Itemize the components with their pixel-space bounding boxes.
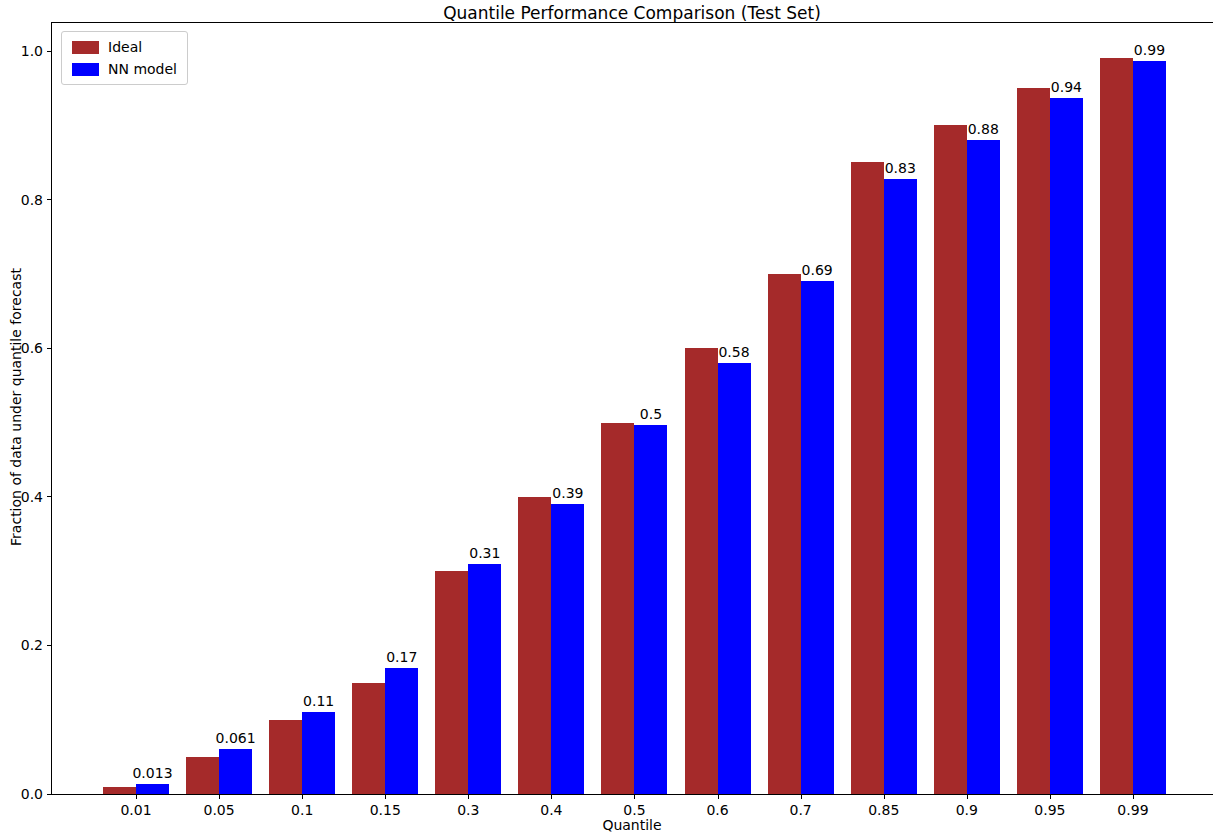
legend-label-nn-model: NN model — [108, 61, 177, 77]
x-tick-mark — [884, 795, 885, 799]
x-tick-mark — [1133, 795, 1134, 799]
x-tick-label: 0.95 — [1034, 802, 1065, 818]
bar-value-label: 0.83 — [885, 160, 916, 176]
x-tick-label: 0.01 — [120, 802, 151, 818]
plot-area: 0.00.20.40.60.81.0 0.010.050.10.150.30.4… — [51, 22, 1213, 795]
bar-value-label: 0.11 — [303, 693, 334, 709]
x-axis-label: Quantile — [51, 817, 1213, 833]
bar-nn-model — [801, 281, 834, 794]
bar-value-label: 0.39 — [552, 485, 583, 501]
x-tick-label: 0.5 — [623, 802, 645, 818]
bar-value-label: 0.31 — [469, 545, 500, 561]
bar-nn-model — [468, 564, 501, 794]
x-tick-mark — [1050, 795, 1051, 799]
chart-title: Quantile Performance Comparison (Test Se… — [51, 3, 1213, 23]
bar-ideal — [352, 683, 385, 794]
bar-ideal — [435, 571, 468, 794]
bar-ideal — [186, 757, 219, 794]
legend: Ideal NN model — [61, 31, 188, 85]
legend-row-ideal: Ideal — [72, 39, 177, 55]
y-tick-mark — [47, 348, 51, 349]
legend-row-nn-model: NN model — [72, 61, 177, 77]
y-tick-label: 0.0 — [21, 786, 43, 802]
x-tick-mark — [219, 795, 220, 799]
y-tick-label: 1.0 — [21, 43, 43, 59]
bar-nn-model — [634, 425, 667, 794]
bar-ideal — [685, 348, 718, 794]
x-tick-label: 0.05 — [203, 802, 234, 818]
x-tick-mark — [136, 795, 137, 799]
bar-ideal — [518, 497, 551, 794]
bar-ideal — [1100, 58, 1133, 794]
bar-value-label: 0.17 — [386, 649, 417, 665]
bar-ideal — [103, 787, 136, 794]
bar-value-label: 0.5 — [640, 406, 662, 422]
x-tick-mark — [967, 795, 968, 799]
x-tick-label: 0.99 — [1117, 802, 1148, 818]
x-tick-mark — [468, 795, 469, 799]
x-tick-label: 0.6 — [706, 802, 728, 818]
legend-swatch-ideal — [72, 41, 99, 54]
x-tick-label: 0.1 — [291, 802, 313, 818]
x-tick-label: 0.7 — [789, 802, 811, 818]
bar-ideal — [934, 125, 967, 794]
bar-ideal — [601, 423, 634, 795]
figure: Quantile Performance Comparison (Test Se… — [0, 0, 1213, 835]
bar-nn-model — [1050, 98, 1083, 794]
y-tick-mark — [47, 794, 51, 795]
x-tick-mark — [801, 795, 802, 799]
y-tick-label: 0.8 — [21, 192, 43, 208]
bar-value-label: 0.99 — [1134, 42, 1165, 58]
bar-ideal — [1017, 88, 1050, 794]
bar-value-label: 0.88 — [968, 121, 999, 137]
bar-value-label: 0.69 — [802, 262, 833, 278]
bar-nn-model — [884, 179, 917, 794]
bar-nn-model — [1133, 61, 1166, 794]
x-tick-mark — [385, 795, 386, 799]
bar-nn-model — [219, 749, 252, 794]
x-tick-mark — [634, 795, 635, 799]
x-tick-mark — [718, 795, 719, 799]
x-tick-label: 0.4 — [540, 802, 562, 818]
y-tick-mark — [47, 496, 51, 497]
bar-value-label: 0.94 — [1051, 79, 1082, 95]
bar-value-label: 0.58 — [718, 344, 749, 360]
bar-value-label: 0.013 — [132, 765, 172, 781]
bar-ideal — [269, 720, 302, 794]
y-tick-mark — [47, 199, 51, 200]
x-tick-label: 0.15 — [370, 802, 401, 818]
x-tick-label: 0.3 — [457, 802, 479, 818]
bar-ideal — [768, 274, 801, 794]
y-tick-label: 0.4 — [21, 489, 43, 505]
legend-swatch-nn-model — [72, 63, 99, 76]
x-tick-label: 0.9 — [956, 802, 978, 818]
bar-nn-model — [718, 363, 751, 794]
legend-label-ideal: Ideal — [108, 39, 142, 55]
bar-nn-model — [551, 504, 584, 794]
x-tick-mark — [551, 795, 552, 799]
y-tick-mark — [47, 645, 51, 646]
y-tick-mark — [47, 51, 51, 52]
y-tick-label: 0.2 — [21, 637, 43, 653]
x-tick-label: 0.85 — [868, 802, 899, 818]
bar-nn-model — [136, 784, 169, 794]
bar-nn-model — [385, 668, 418, 794]
y-tick-label: 0.6 — [21, 340, 43, 356]
bar-value-label: 0.061 — [216, 730, 256, 746]
bar-nn-model — [302, 712, 335, 794]
x-tick-mark — [302, 795, 303, 799]
bar-ideal — [851, 162, 884, 794]
bar-nn-model — [967, 140, 1000, 794]
